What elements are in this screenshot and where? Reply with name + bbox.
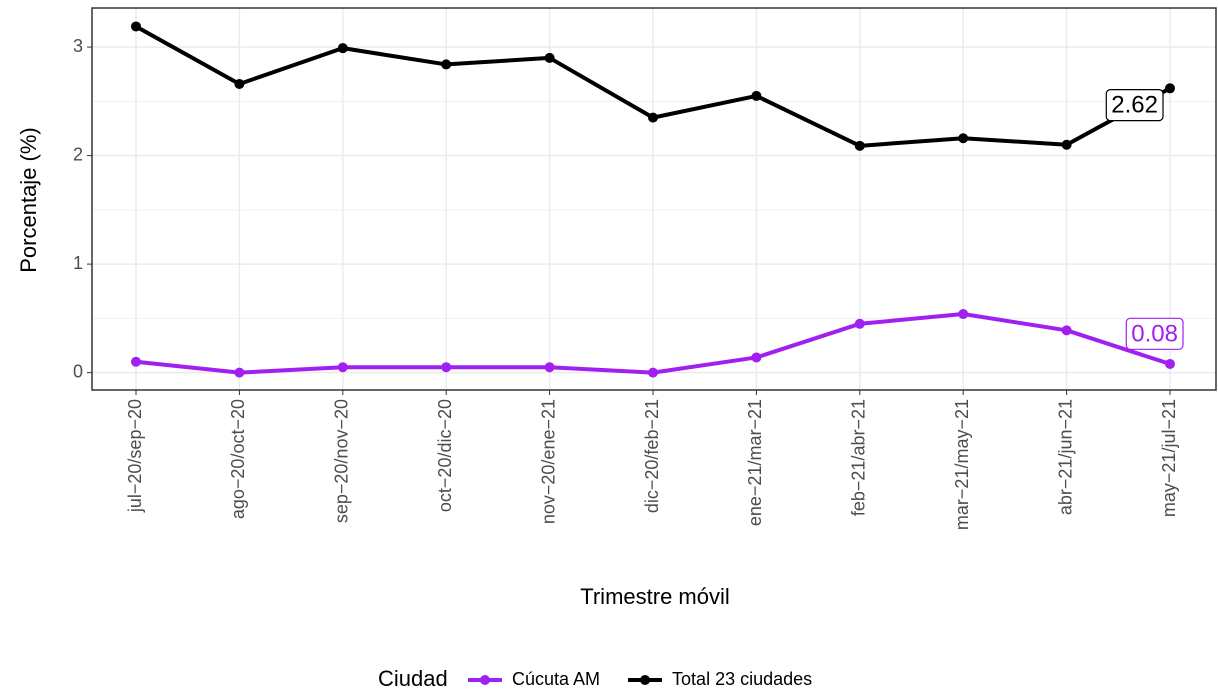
point — [751, 352, 762, 363]
data-label-group: 0.08 — [1125, 317, 1184, 350]
point — [441, 362, 452, 373]
x-tick-label: mar−21/may−21 — [952, 399, 972, 530]
point — [131, 21, 141, 32]
point — [544, 52, 555, 63]
x-tick-label: jul−20/sep−20 — [125, 399, 145, 513]
y-tick-label: 1 — [73, 253, 83, 273]
data-label-box — [1105, 89, 1164, 122]
point — [234, 367, 245, 378]
legend-point — [480, 675, 490, 685]
point — [337, 362, 348, 373]
legend-title: Ciudad — [378, 666, 448, 691]
point — [958, 309, 969, 320]
point — [648, 367, 658, 378]
x-tick-label: oct−20/dic−20 — [435, 399, 455, 512]
y-axis-title: Porcentaje (%) — [16, 127, 41, 273]
grid — [92, 8, 1216, 390]
point — [544, 362, 555, 373]
data-label: 2.62 — [1111, 92, 1158, 119]
x-axis-title: Trimestre móvil — [580, 584, 730, 609]
legend-label: Total 23 ciudades — [672, 669, 812, 689]
point — [648, 112, 658, 123]
x-tick-label: ago−20/oct−20 — [228, 399, 248, 519]
point — [751, 90, 762, 101]
panel-border — [91, 7, 1217, 391]
y-tick-label: 3 — [73, 36, 83, 56]
y-tick-label: 0 — [73, 361, 83, 381]
point — [854, 318, 865, 329]
point — [958, 133, 969, 144]
x-tick-label: abr−21/jun−21 — [1055, 399, 1075, 515]
x-tick-label: dic−20/feb−21 — [642, 399, 662, 513]
point — [854, 140, 865, 151]
legend-label: Cúcuta AM — [512, 669, 600, 689]
data-label-box — [1125, 317, 1184, 350]
point — [441, 59, 452, 70]
y-tick-label: 2 — [73, 144, 83, 164]
point — [1061, 139, 1072, 150]
point — [234, 78, 245, 89]
data-label: 0.08 — [1131, 320, 1178, 347]
x-tick-label: sep−20/nov−20 — [332, 399, 352, 523]
point — [337, 43, 348, 54]
x-tick-label: feb−21/abr−21 — [849, 399, 869, 516]
point — [1165, 358, 1175, 369]
data-label-group: 2.62 — [1105, 89, 1164, 122]
point — [1061, 325, 1072, 336]
point — [1165, 83, 1175, 94]
legend-point — [640, 675, 651, 685]
point — [131, 356, 141, 367]
x-tick-label: may−21/jul−21 — [1159, 399, 1179, 517]
x-tick-label: ene−21/mar−21 — [745, 399, 765, 526]
x-tick-label: nov−20/ene−21 — [538, 399, 558, 524]
